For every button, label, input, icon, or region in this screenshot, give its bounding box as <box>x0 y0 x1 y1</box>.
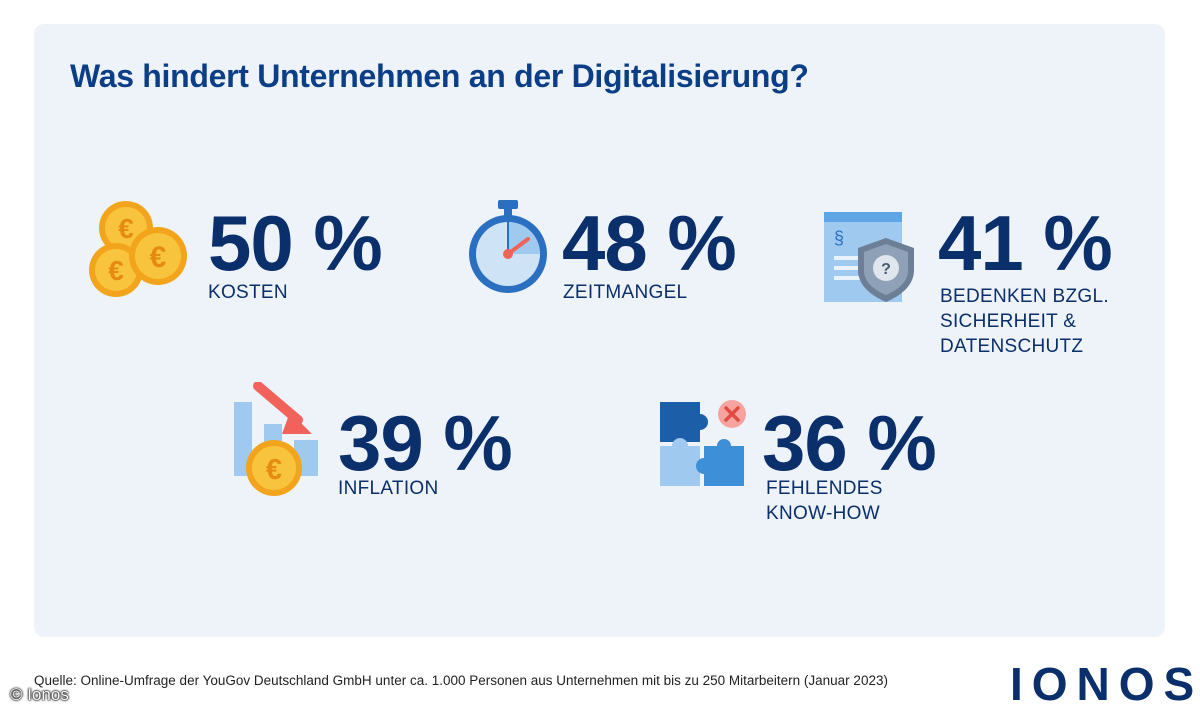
stat-label-line: KNOW-HOW <box>766 503 880 524</box>
stat-bedenken: § ? 41 % BEDENKEN BZGL. SICHERHEIT & DAT… <box>822 204 1162 364</box>
stat-value: 48 % <box>562 199 737 287</box>
stat-value: 39 % <box>338 399 513 487</box>
infographic-panel <box>34 24 1165 637</box>
copyright-watermark: © Ionos <box>10 685 69 704</box>
svg-text:€: € <box>150 241 167 274</box>
stat-value: 36 % <box>762 399 937 487</box>
puzzle-icon <box>660 400 746 486</box>
stat-kosten: € € € 50 % KOSTEN <box>86 196 406 306</box>
svg-text:€: € <box>266 454 282 486</box>
svg-text:€: € <box>108 255 124 286</box>
stat-label-line: ZEITMANGEL <box>563 282 688 303</box>
document-shield-icon: § ? <box>824 212 914 302</box>
stat-label-line: SICHERHEIT & <box>940 311 1077 332</box>
stat-label: FEHLENDES KNOW-HOW <box>766 476 883 526</box>
stat-label-line: KOSTEN <box>208 282 288 303</box>
stat-label-line: BEDENKEN BZGL. <box>940 286 1109 307</box>
stat-label: BEDENKEN BZGL. SICHERHEIT & DATENSCHUTZ <box>940 284 1109 359</box>
falling-chart-euro-icon: € <box>234 382 318 496</box>
stat-zeitmangel: 48 % ZEITMANGEL <box>466 198 786 308</box>
svg-text:€: € <box>118 213 134 244</box>
ionos-logo: IONOS <box>1010 658 1200 710</box>
stat-label: KOSTEN <box>208 280 288 305</box>
svg-text:?: ? <box>881 261 891 278</box>
stat-label: ZEITMANGEL <box>563 280 687 305</box>
stopwatch-icon <box>469 200 547 293</box>
stat-label: INFLATION <box>338 476 439 501</box>
stat-inflation: € 39 % INFLATION <box>232 382 552 502</box>
stat-label-line: INFLATION <box>338 478 439 499</box>
stat-label-line: FEHLENDES <box>766 478 883 499</box>
euro-coins-icon: € € € <box>89 201 187 297</box>
svg-text:§: § <box>834 228 844 248</box>
stat-value: 41 % <box>938 199 1113 287</box>
stat-label-line: DATENSCHUTZ <box>940 336 1084 357</box>
source-note: Quelle: Online-Umfrage der YouGov Deutsc… <box>34 673 888 688</box>
stat-know-how: 36 % FEHLENDES KNOW-HOW <box>658 398 978 528</box>
stat-value: 50 % <box>208 199 383 287</box>
chart-title: Was hindert Unternehmen an der Digitalis… <box>70 58 809 94</box>
